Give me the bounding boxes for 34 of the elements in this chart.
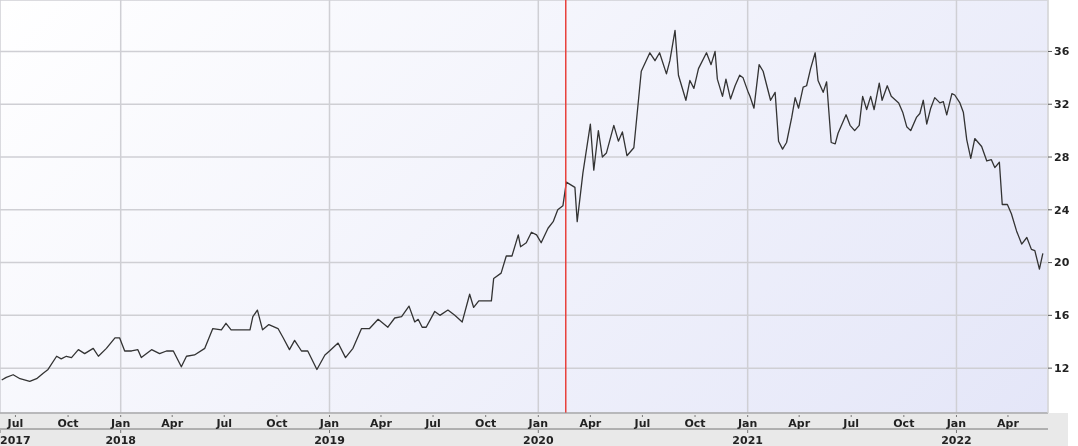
y-tick-label: 36 [1054,45,1070,59]
x-tick-label: Jul [633,417,651,430]
x-tick-label: Oct [475,417,497,430]
x2-tick-label: 2022 [941,434,972,446]
x-tick-label: Apr [997,417,1020,430]
y-tick-label: 16 [1054,309,1070,323]
y-tick-label: 24 [1054,203,1070,217]
x2-tick-label: 2021 [732,434,763,446]
y-tick-label: 12 [1054,362,1070,376]
x2-tick-label: 2019 [314,434,345,446]
y-tick-label: 32 [1054,98,1070,112]
x-tick-label: Jan [736,417,758,430]
y-tick-label: 28 [1054,150,1070,164]
x2-tick-label: 2017 [0,434,31,446]
x-tick-label: Jul [6,417,24,430]
x-tick-label: Oct [57,417,79,430]
x2-tick-label: 2020 [522,434,554,446]
x-tick-label: Oct [684,417,706,430]
x2-tick-label: 2018 [105,434,137,446]
x-tick-label: Jul [842,417,860,430]
x-tick-label: Jul [424,417,441,430]
line-series [1,29,1044,382]
y-tick-label: 20 [1054,256,1070,270]
x-tick-label: Apr [788,417,811,430]
x-tick-label: Oct [266,417,288,430]
x-tick-label: Apr [370,417,393,430]
x-tick-label: Jul [215,417,233,430]
x-tick-label: Jan [527,417,548,430]
x-tick-label: Jan [318,417,340,430]
x-tick-label: Apr [161,417,184,430]
x-tick-label: Jan [110,417,131,430]
x-tick-label: Jan [945,417,967,430]
x-tick-label: Oct [893,417,915,430]
x-tick-label: Apr [579,417,602,430]
